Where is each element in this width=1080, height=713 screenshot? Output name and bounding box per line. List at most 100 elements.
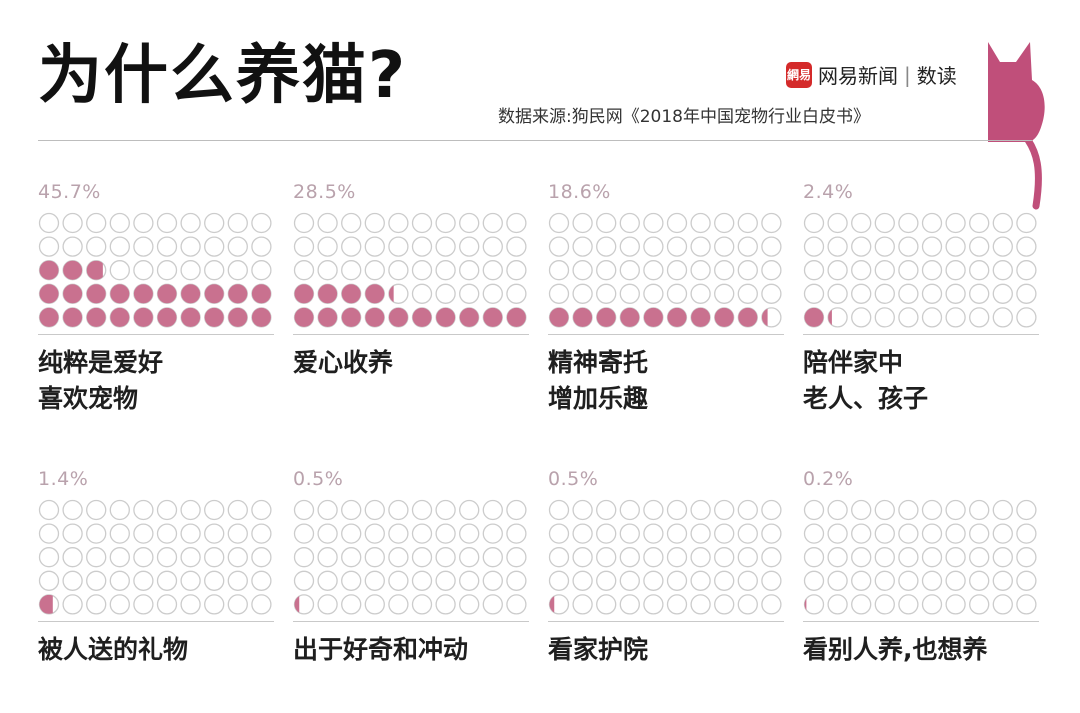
waffle-dot <box>204 307 225 328</box>
waffle-dot <box>969 594 990 615</box>
waffle-dot-fill <box>110 284 130 304</box>
waffle-dot <box>62 499 83 521</box>
waffle-dot-outline <box>969 260 990 281</box>
waffle-dot-fill <box>204 284 224 304</box>
waffle-dot <box>666 307 688 328</box>
waffle-dot <box>690 523 711 544</box>
percent-label: 0.2% <box>803 468 854 490</box>
waffle-grid <box>293 212 527 328</box>
waffle-dot <box>619 523 640 544</box>
waffle-dot <box>293 499 315 521</box>
waffle-dot-fill <box>133 284 153 304</box>
waffle-dot <box>388 283 409 304</box>
waffle-dot-outline <box>761 499 782 521</box>
waffle-dot <box>109 212 130 234</box>
waffle-dot <box>737 499 758 521</box>
waffle-dot <box>341 523 362 544</box>
waffle-dot-outline <box>388 523 409 544</box>
waffle-dot-outline <box>435 260 456 281</box>
waffle-dot <box>364 594 385 615</box>
waffle-dot-outline <box>969 212 990 234</box>
waffle-dot-outline <box>548 547 570 568</box>
waffle-dot-outline <box>761 570 782 591</box>
waffle-dot <box>548 570 570 591</box>
waffle-dot-outline <box>459 260 480 281</box>
waffle-dot <box>548 594 570 615</box>
waffle-dot <box>435 307 456 328</box>
waffle-dot <box>156 283 178 304</box>
waffle-dot-outline <box>596 570 617 591</box>
waffle-dot-outline <box>643 523 664 544</box>
waffle-dot-outline <box>1016 260 1037 281</box>
waffle-dot <box>133 547 154 568</box>
waffle-dot-outline <box>506 523 527 544</box>
waffle-dot-outline <box>619 212 640 234</box>
waffle-dot <box>851 594 872 615</box>
waffle-dot-outline <box>227 212 248 234</box>
waffle-dot-outline <box>156 236 178 257</box>
waffle-dot <box>1016 594 1037 615</box>
waffle-dot <box>969 570 990 591</box>
waffle-dot-outline <box>874 570 895 591</box>
waffle-dot <box>62 570 83 591</box>
waffle-dot-outline <box>86 594 107 615</box>
waffle-dot <box>803 212 825 234</box>
waffle-dot-outline <box>851 212 872 234</box>
waffle-dot <box>666 523 688 544</box>
waffle-dot <box>109 307 130 328</box>
waffle-dot-outline <box>86 570 107 591</box>
waffle-dot <box>969 523 990 544</box>
waffle-grid <box>293 499 527 615</box>
waffle-dot-outline <box>851 499 872 521</box>
cat-tail <box>1024 136 1042 210</box>
waffle-dot <box>596 547 617 568</box>
waffle-dot-fill <box>294 307 314 327</box>
waffle-dot <box>506 570 527 591</box>
waffle-dot-outline <box>506 499 527 521</box>
brand-separator: | <box>904 62 911 87</box>
waffle-dot-outline <box>945 307 966 328</box>
waffle-dot-outline <box>714 499 735 521</box>
waffle-dot-outline <box>945 523 966 544</box>
waffle-dot-outline <box>86 523 107 544</box>
waffle-dot <box>761 307 782 328</box>
waffle-dot-outline <box>38 523 60 544</box>
waffle-dot <box>827 260 848 281</box>
waffle-dot-outline <box>411 499 433 521</box>
waffle-dot <box>435 523 456 544</box>
waffle-dot-fill <box>691 307 711 327</box>
brand: 網易 网易新闻 | 数读 <box>786 60 957 89</box>
waffle-dot <box>992 283 1013 304</box>
waffle-dot-outline <box>874 547 895 568</box>
waffle-dot-fill <box>39 307 59 327</box>
waffle-dot-outline <box>643 212 664 234</box>
waffle-dot <box>945 523 966 544</box>
waffle-dot <box>62 212 83 234</box>
reason-label: 陪伴家中 老人、孩子 <box>803 345 1039 417</box>
waffle-dot-fill <box>251 307 271 327</box>
waffle-dot <box>227 307 248 328</box>
waffle-dot-outline <box>992 547 1013 568</box>
waffle-dot-outline <box>572 236 593 257</box>
waffle-dot <box>690 594 711 615</box>
waffle-dot-outline <box>251 594 272 615</box>
waffle-dot-outline <box>251 523 272 544</box>
waffle-dot <box>364 570 385 591</box>
waffle-dot <box>435 260 456 281</box>
waffle-dot <box>666 547 688 568</box>
waffle-dot <box>851 570 872 591</box>
waffle-dot <box>945 499 966 521</box>
waffle-dot <box>761 547 782 568</box>
waffle-dot-outline <box>156 260 178 281</box>
waffle-dot-outline <box>251 547 272 568</box>
waffle-dot-outline <box>969 547 990 568</box>
waffle-dot <box>596 260 617 281</box>
waffle-dot-outline <box>714 523 735 544</box>
waffle-dot <box>411 236 433 257</box>
waffle-dot-outline <box>180 594 201 615</box>
waffle-dot-outline <box>898 260 919 281</box>
waffle-dot-outline <box>459 570 480 591</box>
waffle-dot <box>251 212 272 234</box>
waffle-dot <box>435 594 456 615</box>
waffle-dot <box>86 212 107 234</box>
